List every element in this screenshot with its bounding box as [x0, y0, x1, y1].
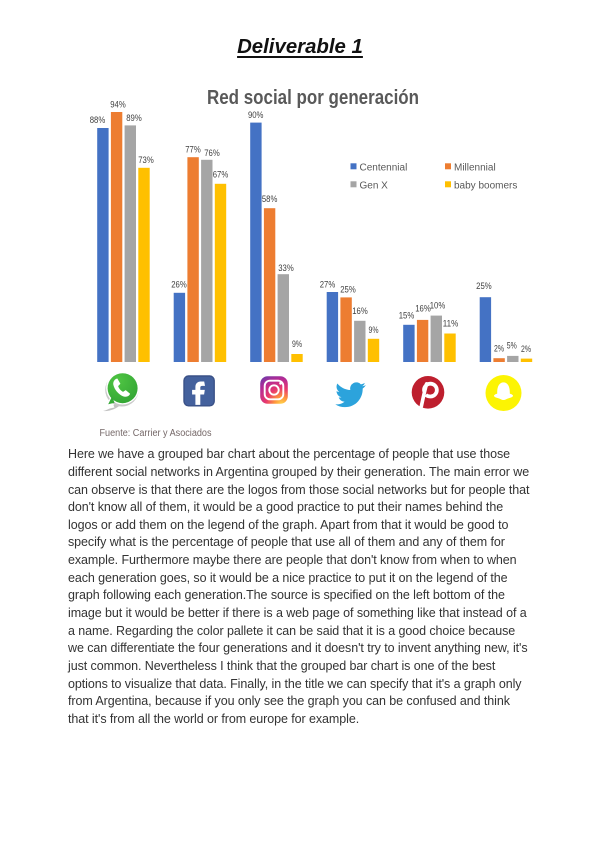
svg-text:25%: 25% — [340, 285, 356, 295]
svg-text:16%: 16% — [352, 306, 368, 316]
svg-text:Millennial: Millennial — [454, 162, 496, 173]
svg-text:88%: 88% — [90, 115, 106, 125]
svg-text:16%: 16% — [415, 303, 431, 313]
svg-text:76%: 76% — [204, 148, 220, 158]
svg-text:25%: 25% — [476, 281, 492, 291]
svg-text:94%: 94% — [110, 100, 126, 110]
svg-text:89%: 89% — [126, 113, 142, 123]
svg-text:Red social por generación: Red social por generación — [207, 86, 419, 109]
svg-text:26%: 26% — [171, 280, 187, 290]
svg-text:Fuente: Carrier y Asociados: Fuente: Carrier y Asociados — [100, 428, 212, 439]
svg-text:2%: 2% — [521, 344, 531, 354]
svg-text:77%: 77% — [185, 145, 201, 155]
svg-text:67%: 67% — [213, 170, 229, 180]
svg-text:9%: 9% — [292, 339, 302, 349]
svg-text:27%: 27% — [320, 280, 336, 290]
svg-text:58%: 58% — [262, 194, 278, 204]
svg-text:10%: 10% — [430, 300, 446, 310]
svg-text:73%: 73% — [138, 155, 154, 165]
svg-text:90%: 90% — [248, 110, 264, 120]
svg-text:baby boomers: baby boomers — [454, 180, 517, 191]
svg-text:15%: 15% — [399, 310, 415, 320]
svg-text:Gen X: Gen X — [360, 180, 389, 191]
svg-text:5%: 5% — [507, 341, 517, 351]
svg-text:33%: 33% — [278, 263, 294, 273]
svg-text:9%: 9% — [369, 325, 379, 335]
svg-text:Centennial: Centennial — [360, 162, 408, 173]
svg-text:2%: 2% — [494, 344, 504, 354]
svg-text:11%: 11% — [443, 319, 459, 329]
